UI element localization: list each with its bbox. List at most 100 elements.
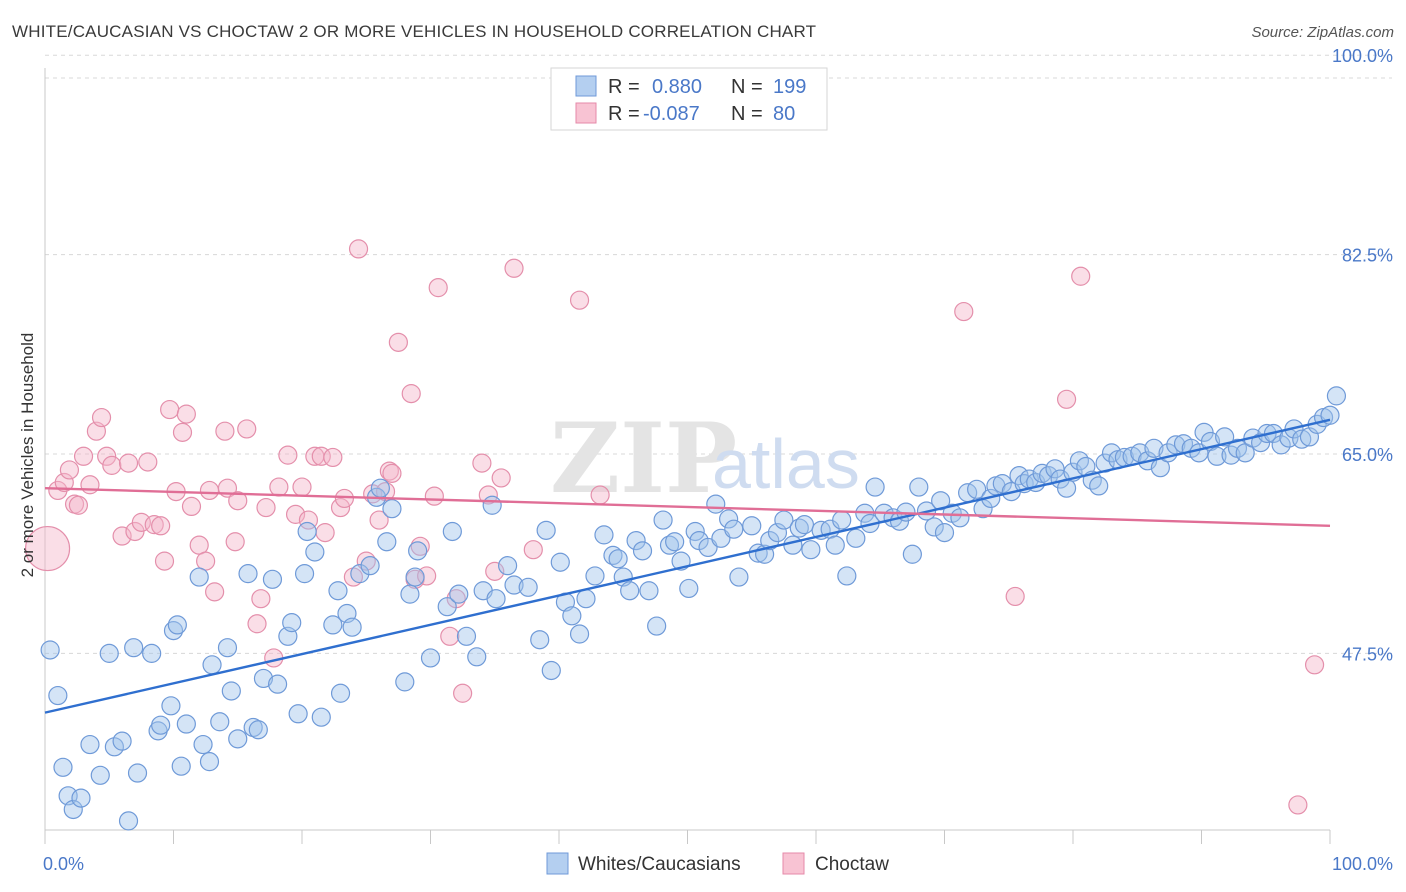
choctaw-point: [504, 258, 524, 278]
white-caucasian-point: [719, 509, 739, 529]
white-caucasian-point: [626, 530, 646, 551]
choctaw-point: [379, 461, 399, 481]
white-caucasian-point: [253, 668, 274, 689]
white-caucasian-point: [1130, 443, 1150, 463]
white-caucasian-point: [350, 564, 370, 584]
choctaw-point: [292, 477, 312, 497]
white-caucasian-point: [171, 756, 191, 776]
white-caucasian-point: [1207, 446, 1227, 466]
y-tick-label: 65.0%: [1342, 445, 1393, 465]
stats-r-value: -0.087: [643, 103, 700, 125]
stats-pink-swatch: [575, 102, 597, 124]
choctaw-point: [424, 486, 444, 506]
white-caucasian-point: [1235, 443, 1255, 463]
choctaw-point: [491, 468, 511, 488]
white-caucasian-point: [40, 640, 60, 660]
white-caucasian-point: [248, 720, 268, 740]
white-caucasian-point: [311, 707, 331, 727]
white-caucasian-trend-line: [44, 418, 1331, 714]
y-tick-label: 82.5%: [1342, 246, 1393, 266]
choctaw-point: [315, 523, 335, 543]
choctaw-point: [348, 239, 369, 259]
legend-label-whites: Whites/Caucasians: [578, 854, 741, 875]
choctaw-point: [80, 475, 100, 495]
choctaw-point: [401, 384, 421, 404]
white-caucasian-point: [541, 660, 561, 681]
white-caucasian-point: [1326, 386, 1347, 406]
stats-n-value: 199: [773, 76, 806, 98]
white-caucasian-point: [724, 519, 744, 539]
choctaw-point: [54, 472, 74, 493]
white-caucasian-point: [323, 615, 343, 635]
axes: [44, 68, 1331, 844]
choctaw-point: [138, 452, 158, 472]
white-caucasian-point: [267, 674, 288, 694]
white-caucasian-point: [118, 811, 139, 831]
choctaw-point: [199, 480, 220, 501]
choctaw-point: [269, 477, 289, 497]
white-caucasian-point: [90, 765, 110, 785]
white-caucasian-point: [408, 541, 428, 561]
white-caucasian-point: [1271, 435, 1291, 455]
white-caucasian-point: [729, 567, 749, 587]
choctaw-point: [144, 515, 164, 535]
white-caucasian-point: [1144, 438, 1164, 458]
white-caucasian-point: [161, 696, 181, 716]
white-caucasian-point: [767, 523, 788, 543]
white-caucasian-point: [342, 617, 362, 637]
white-caucasian-point: [594, 525, 614, 545]
choctaw-point: [388, 332, 408, 352]
white-caucasian-point: [659, 535, 680, 555]
white-caucasian-point: [288, 704, 308, 724]
choctaw-point: [590, 485, 610, 505]
white-caucasian-point: [1292, 429, 1312, 449]
choctaw-point: [118, 453, 139, 473]
white-caucasian-point: [620, 581, 640, 601]
choctaw-point: [68, 495, 89, 515]
choctaw-point: [48, 480, 68, 501]
gridlines: [45, 54, 1392, 654]
choctaw-point: [256, 497, 276, 518]
white-caucasian-point: [370, 478, 390, 498]
white-caucasian-point: [294, 564, 315, 584]
white-caucasian-point: [112, 731, 132, 751]
choctaw-point: [1071, 266, 1091, 286]
choctaw-point: [569, 290, 590, 310]
choctaw-point: [247, 614, 267, 634]
white-caucasian-point: [228, 729, 248, 749]
white-caucasian-point: [632, 541, 653, 561]
white-caucasian-point: [653, 510, 673, 530]
choctaw-point: [334, 488, 355, 509]
choctaw-point: [160, 399, 180, 420]
white-caucasian-point: [238, 564, 258, 584]
choctaw-point: [59, 460, 80, 480]
white-caucasian-point: [405, 567, 425, 587]
white-caucasian-point: [442, 521, 462, 542]
white-caucasian-point: [1089, 476, 1109, 496]
white-caucasian-point: [794, 515, 815, 535]
white-caucasian-point: [679, 578, 699, 599]
white-caucasian-point: [71, 788, 91, 808]
legend-label-choctaw: Choctaw: [815, 854, 889, 875]
white-caucasian-point: [437, 597, 457, 617]
white-caucasian-point: [504, 575, 524, 595]
x-tick-label: 100.0%: [1332, 854, 1393, 874]
choctaw-point: [196, 551, 216, 571]
white-caucasian-point: [456, 626, 477, 646]
white-caucasian-point: [846, 528, 866, 548]
white-caucasian-point: [608, 549, 628, 569]
white-caucasian-point: [530, 630, 550, 650]
stats-r-value: 0.880: [652, 76, 702, 98]
white-caucasian-point: [420, 648, 441, 668]
white-caucasian-point: [53, 757, 73, 777]
white-caucasian-point: [950, 508, 970, 528]
white-caucasian-point: [902, 544, 922, 564]
choctaw-point: [1056, 389, 1077, 409]
choctaw-point: [478, 485, 498, 505]
choctaw-point: [472, 453, 492, 473]
white-caucasian-point: [536, 520, 556, 540]
legend: Whites/Caucasians Choctaw: [546, 852, 889, 875]
white-caucasian-point: [124, 638, 144, 658]
white-caucasian-point: [603, 545, 623, 566]
